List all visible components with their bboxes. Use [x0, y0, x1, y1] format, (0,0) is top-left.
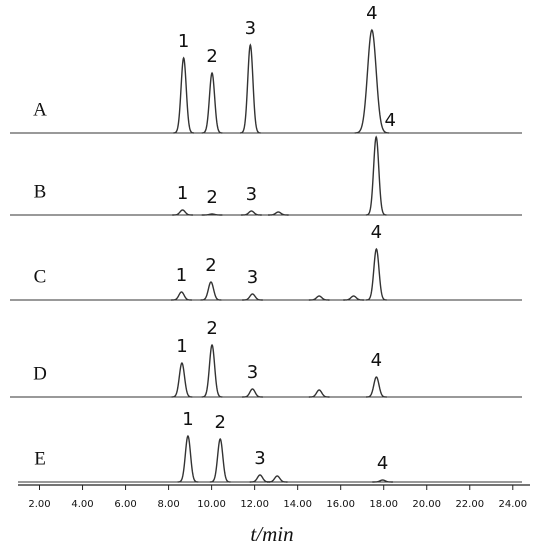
- peak: [354, 28, 390, 134]
- x-tick-label: 12.00: [240, 499, 269, 510]
- peak-label: 3: [245, 18, 256, 39]
- peak: [266, 475, 288, 483]
- peak: [201, 71, 223, 134]
- peak-label: 2: [206, 46, 217, 67]
- peak: [241, 210, 262, 216]
- peak: [249, 474, 271, 483]
- trace-label: E: [34, 448, 46, 469]
- x-tick-label: 20.00: [412, 499, 441, 510]
- peak: [308, 389, 330, 398]
- x-tick-label: 14.00: [283, 499, 312, 510]
- peak-label: 4: [371, 222, 382, 243]
- trace-label: B: [34, 181, 47, 202]
- peak-label: 3: [247, 362, 258, 383]
- x-tick-label: 8.00: [157, 499, 179, 510]
- peak: [267, 211, 289, 216]
- peak: [209, 437, 231, 483]
- peak-label: 1: [178, 31, 189, 52]
- peak: [171, 362, 193, 398]
- peak: [239, 43, 261, 134]
- peak-label: 3: [254, 448, 265, 469]
- peak-label: 4: [366, 3, 377, 24]
- trace-label: C: [34, 266, 47, 287]
- peak-label: 4: [377, 453, 388, 474]
- peak: [172, 209, 193, 216]
- peak: [366, 376, 387, 398]
- peak-label: 1: [176, 265, 187, 286]
- peak-label: 1: [176, 336, 187, 357]
- x-tick-label: 4.00: [71, 499, 93, 510]
- peak: [177, 434, 199, 483]
- peak: [173, 56, 194, 134]
- peak-label: 2: [206, 187, 217, 208]
- x-tick-label: 10.00: [197, 499, 226, 510]
- peak: [200, 281, 222, 301]
- peak: [365, 135, 387, 216]
- peak-label: 1: [182, 409, 193, 430]
- peak-label: 2: [205, 255, 216, 276]
- peak: [343, 295, 364, 301]
- x-tick-label: 22.00: [455, 499, 484, 510]
- peak: [201, 213, 223, 216]
- peak: [308, 295, 330, 301]
- x-axis-label: t/min: [250, 522, 293, 546]
- peak-label: 4: [371, 350, 382, 371]
- x-tick-label: 6.00: [114, 499, 136, 510]
- peak: [242, 388, 263, 398]
- peak-label: 3: [247, 267, 258, 288]
- peak: [372, 479, 393, 483]
- trace-label: A: [33, 99, 47, 120]
- peak: [366, 247, 387, 301]
- peak-label: 3: [246, 184, 257, 205]
- peak-label: 1: [177, 183, 188, 204]
- peak-label: 4: [384, 110, 395, 131]
- x-tick-label: 2.00: [28, 499, 50, 510]
- x-tick-label: 24.00: [498, 499, 527, 510]
- trace-label: D: [33, 363, 47, 384]
- peak-label: 2: [214, 412, 225, 433]
- x-tick-label: 16.00: [326, 499, 355, 510]
- peak: [171, 291, 192, 301]
- peak: [201, 343, 223, 398]
- x-tick-label: 18.00: [369, 499, 398, 510]
- peak-label: 2: [206, 318, 217, 339]
- peak: [242, 293, 263, 301]
